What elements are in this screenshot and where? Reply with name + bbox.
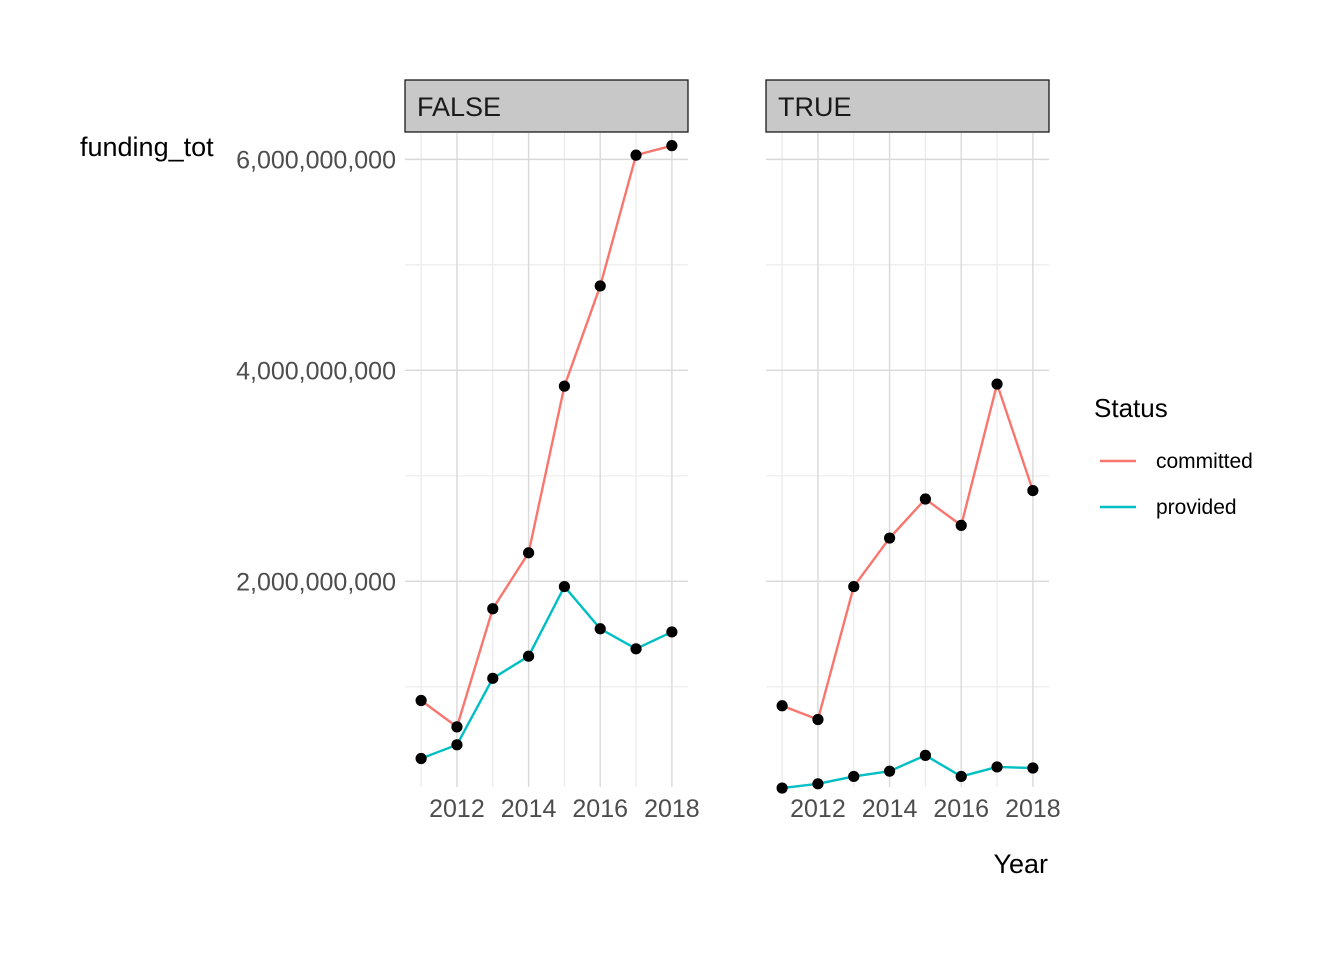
data-point-provided xyxy=(848,770,860,783)
data-point-committed xyxy=(991,378,1003,390)
data-point-provided xyxy=(487,672,499,684)
facet-panel-true: TRUE 2012 2014 2016 2018 xyxy=(765,79,1061,823)
series-line-provided xyxy=(420,585,673,760)
y-axis-title: funding_tot xyxy=(80,132,214,162)
y-axis-tick-labels: 2,000,000,000 4,000,000,000 6,000,000,000 xyxy=(236,146,396,596)
facet-strip-label: TRUE xyxy=(778,92,852,122)
x-tick-label: 2016 xyxy=(933,795,989,823)
facet-panels: FALSE 2012 2014 2016 2018 TRUE 2012 2014 2016 201… xyxy=(404,79,1061,823)
data-point-provided xyxy=(1027,762,1039,774)
data-point-committed xyxy=(1027,484,1039,497)
y-tick-label: 6,000,000,000 xyxy=(236,146,396,174)
x-axis-title: Year xyxy=(993,849,1048,879)
grid xyxy=(405,133,688,787)
legend-label: committed xyxy=(1156,450,1253,473)
x-tick-label: 2018 xyxy=(644,795,700,823)
data-point-committed xyxy=(415,694,427,707)
data-point-provided xyxy=(776,782,788,794)
data-point-committed xyxy=(812,713,824,726)
data-point-provided xyxy=(558,580,571,593)
x-tick-label: 2016 xyxy=(572,795,628,823)
series-line-committed xyxy=(781,382,1035,721)
legend-entry-committed: committed xyxy=(1100,450,1253,473)
data-point-provided xyxy=(666,626,678,638)
grid xyxy=(766,133,1049,787)
x-tick-label: 2014 xyxy=(862,795,918,823)
facet-strip-label: FALSE xyxy=(417,92,501,122)
y-tick-label: 2,000,000,000 xyxy=(236,568,396,596)
data-point-provided xyxy=(919,749,932,761)
series-line-provided xyxy=(781,754,1033,790)
facet-strip xyxy=(404,79,689,133)
data-point-committed xyxy=(522,547,535,559)
data-point-committed xyxy=(955,519,967,532)
facet-strip xyxy=(765,79,1050,133)
data-point-provided xyxy=(955,770,967,783)
data-point-provided xyxy=(630,643,642,655)
series-line-committed xyxy=(420,144,673,729)
data-point-committed xyxy=(776,700,788,712)
data-point-provided xyxy=(451,739,463,751)
legend-title: Status xyxy=(1094,393,1168,423)
data-point-committed xyxy=(451,721,463,733)
x-tick-label: 2014 xyxy=(501,795,557,823)
data-point-provided xyxy=(522,650,535,662)
data-point-provided xyxy=(594,623,606,635)
legend-entry-provided: provided xyxy=(1100,496,1237,519)
data-point-provided xyxy=(883,765,896,777)
data-point-committed xyxy=(883,532,896,544)
x-tick-label: 2012 xyxy=(429,795,485,823)
data-point-committed xyxy=(848,580,860,593)
data-point-committed xyxy=(558,380,571,392)
data-point-committed xyxy=(594,280,606,292)
data-point-provided xyxy=(812,778,824,790)
facet-panel-false: FALSE 2012 2014 2016 2018 xyxy=(404,79,700,823)
data-point-provided xyxy=(991,761,1003,773)
legend-label: provided xyxy=(1156,496,1237,519)
data-point-committed xyxy=(919,493,932,505)
data-point-committed xyxy=(487,603,499,615)
legend-entries: committed provided xyxy=(1100,450,1253,519)
x-tick-label: 2018 xyxy=(1005,795,1061,823)
data-point-committed xyxy=(630,149,642,161)
y-tick-label: 4,000,000,000 xyxy=(236,357,396,385)
data-point-provided xyxy=(415,752,427,765)
data-point-committed xyxy=(666,140,678,152)
x-tick-label: 2012 xyxy=(790,795,846,823)
legend: Status committed provided xyxy=(1094,393,1253,519)
